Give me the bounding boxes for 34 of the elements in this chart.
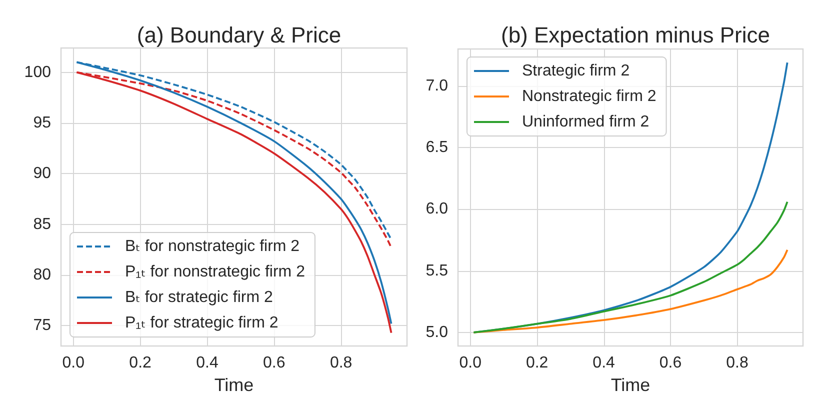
legend-label: Uninformed firm 2	[522, 114, 650, 130]
x-tick-label: 0.8	[330, 354, 352, 372]
y-tick-label: 5.0	[426, 324, 448, 341]
x-tick-label: 0.4	[592, 354, 616, 372]
legend-label: Strategic firm 2	[522, 62, 630, 80]
y-tick-label: 85	[33, 216, 52, 233]
chart-title: (a) Boundary & Price	[136, 22, 342, 48]
x-tick-label: 0.2	[526, 354, 548, 372]
y-tick-label: 6.5	[426, 139, 448, 156]
chart-title: (b) Expectation minus Price	[501, 22, 770, 48]
y-tick-label: 5.5	[426, 262, 448, 280]
y-tick-label: 6.0	[426, 200, 448, 218]
x-tick-label: 0.4	[196, 354, 218, 372]
x-tick-label: 0.6	[263, 354, 286, 372]
x-axis-title: Time	[610, 375, 650, 395]
x-axis-title: Time	[214, 375, 254, 395]
x-tick-label: 0.0	[62, 354, 85, 372]
line-series	[472, 200, 788, 334]
legend-label: P₁ₜ for nonstrategic firm 2	[125, 264, 306, 280]
y-tick-label: 95	[33, 114, 52, 132]
x-tick-label: 0.6	[659, 354, 682, 372]
y-tick-label: 7.0	[426, 77, 448, 94]
line-series	[472, 248, 788, 334]
x-tick-label: 0.8	[726, 354, 748, 372]
y-tick-label: 80	[33, 266, 52, 284]
legend-label: Bₜ for strategic firm 2	[125, 289, 273, 306]
x-tick-label: 0.2	[129, 354, 152, 372]
y-tick-label: 90	[33, 165, 52, 182]
legend-label: Nonstrategic firm 2	[522, 88, 656, 105]
legend-label: Bₜ for nonstrategic firm 2	[125, 238, 300, 255]
legend-label: P₁ₜ for strategic firm 2	[125, 314, 278, 332]
y-tick-label: 100	[24, 64, 52, 81]
y-tick-label: 75	[33, 317, 52, 334]
x-tick-label: 0.0	[459, 354, 482, 372]
